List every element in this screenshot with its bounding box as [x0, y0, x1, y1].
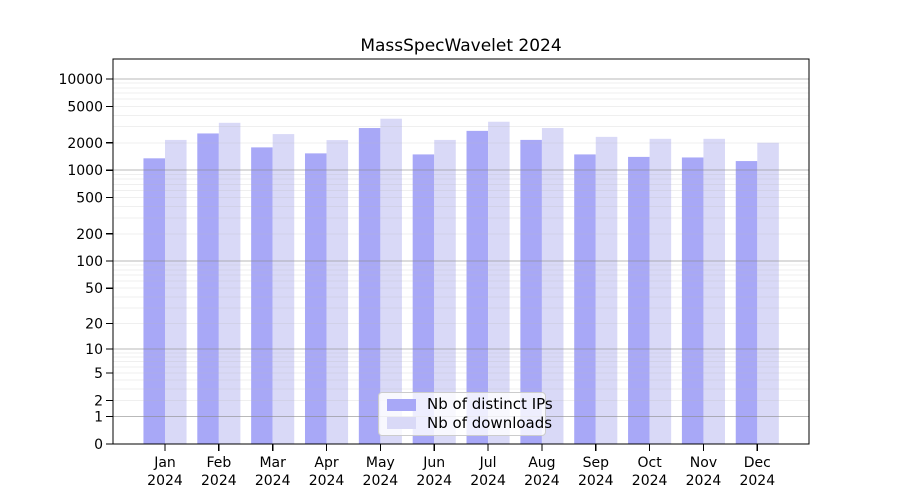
x-tick-label-month: Feb	[206, 455, 231, 471]
legend-label-distinct-ips: Nb of distinct IPs	[427, 395, 553, 414]
bar-downloads-oct	[649, 138, 672, 444]
x-tick-label-year: 2024	[201, 473, 237, 489]
bar-downloads-apr	[326, 140, 349, 444]
bar-downloads-nov	[703, 138, 725, 444]
bar-distinct-ips-apr	[304, 153, 327, 444]
x-tick-label-month: Jan	[153, 455, 176, 471]
y-tick-label: 50	[85, 281, 103, 297]
legend-swatch-downloads	[387, 417, 416, 430]
y-tick-label: 10	[85, 342, 103, 358]
x-tick-label-month: Mar	[259, 455, 286, 471]
bar-distinct-ips-aug	[520, 139, 542, 444]
x-tick-label-month: Aug	[528, 455, 555, 471]
bar-distinct-ips-mar	[251, 147, 273, 444]
y-tick-label: 20	[85, 316, 103, 332]
axes-layer: 0 12 5 10 20 50 100 200 500 1000 2000 5000 10000 Jan 2…	[58, 58, 810, 489]
bar-distinct-ips-dec	[735, 161, 758, 444]
bar-downloads-jul	[488, 121, 510, 445]
x-tick-label-year: 2024	[309, 473, 345, 489]
bar-downloads-mar	[272, 134, 295, 444]
legend-item-distinct-ips: Nb of distinct IPs	[387, 396, 553, 414]
bar-downloads-dec	[757, 142, 779, 444]
y-tick-label: 1000	[67, 163, 103, 179]
bar-downloads-jun	[434, 139, 456, 444]
x-tick-label-year: 2024	[524, 473, 560, 489]
bar-distinct-ips-oct	[628, 156, 650, 444]
x-tick-label-year: 2024	[147, 473, 183, 489]
y-tick-label: 0	[94, 437, 103, 453]
legend-label-downloads: Nb of downloads	[427, 413, 553, 432]
x-tick-label-year: 2024	[255, 473, 291, 489]
bar-distinct-ips-jan	[143, 158, 165, 444]
legend-swatch-distinct-ips	[387, 398, 416, 411]
axis-frame	[112, 58, 810, 445]
x-tick-label-month: Jun	[422, 455, 445, 471]
legend-item-downloads: Nb of downloads	[387, 415, 552, 433]
y-tick-label: 100	[76, 254, 103, 270]
bar-downloads-aug	[541, 128, 564, 445]
x-tick-label-month: Dec	[744, 455, 771, 471]
x-tick-label-month: Nov	[690, 455, 717, 471]
y-tick-label: 10000	[58, 72, 103, 88]
y-tick-label: 1	[94, 410, 103, 426]
x-tick-label-year: 2024	[739, 473, 775, 489]
x-tick-label-year: 2024	[363, 473, 399, 489]
legend: Nb of distinct IPs Nb of downloads	[378, 392, 553, 436]
x-tick-label-year: 2024	[470, 473, 506, 489]
x-tick-label-month: Sep	[583, 455, 610, 471]
x-tick-label-year: 2024	[416, 473, 452, 489]
x-tick-label-month: Oct	[638, 455, 663, 471]
bar-distinct-ips-nov	[681, 157, 704, 444]
grid-layer	[113, 78, 809, 418]
y-tick-label: 2000	[67, 136, 103, 152]
bar-distinct-ips-jul	[466, 130, 489, 444]
bar-downloads-may	[380, 118, 402, 445]
x-tick-label-year: 2024	[686, 473, 722, 489]
x-tick-label-month: Apr	[314, 455, 338, 471]
bar-distinct-ips-feb	[197, 133, 219, 444]
x-tick-label-month: May	[366, 455, 395, 471]
y-tick-label: 500	[76, 191, 103, 207]
bars-layer	[143, 118, 779, 445]
bar-downloads-sep	[595, 136, 618, 444]
bar-downloads-feb	[218, 122, 241, 445]
x-tick-label-month: Jul	[479, 455, 497, 471]
bar-distinct-ips-sep	[574, 154, 596, 445]
x-tick-label-year: 2024	[578, 473, 614, 489]
y-tick-label: 5000	[67, 99, 103, 115]
bar-distinct-ips-may	[358, 128, 381, 445]
x-tick-label-year: 2024	[632, 473, 668, 489]
y-tick-label: 200	[76, 227, 103, 243]
bar-downloads-jan	[165, 139, 187, 444]
bar-distinct-ips-jun	[412, 154, 435, 445]
chart-title: MassSpecWavelet 2024	[360, 36, 561, 56]
y-tick-label: 2	[94, 393, 103, 409]
y-tick-label: 5	[94, 366, 103, 382]
